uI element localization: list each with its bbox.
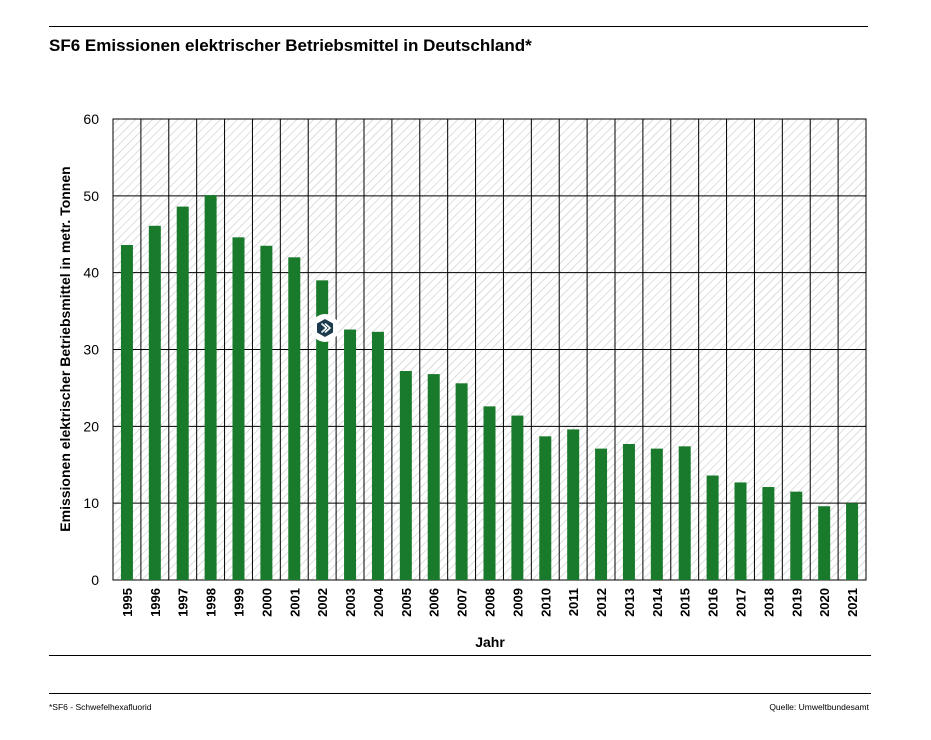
bar — [622, 444, 635, 580]
source-note: Quelle: Umweltbundesamt — [769, 702, 869, 712]
y-tick-label: 30 — [83, 342, 99, 358]
y-tick-label: 40 — [83, 265, 99, 281]
x-tick-label: 2005 — [399, 588, 414, 617]
bar — [288, 257, 301, 580]
bar — [539, 436, 552, 580]
marker-hexagon — [317, 319, 333, 337]
x-tick-label: 2018 — [761, 588, 776, 617]
y-tick-label: 0 — [91, 572, 99, 588]
y-tick-label: 60 — [83, 111, 99, 127]
bar — [846, 503, 859, 580]
bar — [706, 475, 719, 580]
x-tick-label: 2007 — [455, 588, 470, 617]
x-tick-label: 2020 — [817, 588, 832, 617]
x-tick-label: 1995 — [120, 588, 135, 617]
bar — [511, 415, 524, 580]
y-axis-label: Emissionen elektrischer Betriebsmittel i… — [57, 166, 73, 531]
footnote: *SF6 - Schwefelhexafluorid — [49, 702, 152, 712]
x-tick-label: 2013 — [622, 588, 637, 617]
x-tick-label: 2000 — [259, 588, 274, 617]
x-tick-label: 2015 — [678, 588, 693, 617]
y-tick-label: 50 — [83, 188, 99, 204]
x-tick-label: 2001 — [287, 588, 302, 617]
x-tick-label: 2008 — [483, 588, 498, 617]
x-tick-label: 1997 — [176, 588, 191, 617]
x-tick-label: 2017 — [734, 588, 749, 617]
bar — [316, 280, 329, 580]
bar — [678, 446, 691, 580]
bar — [734, 482, 747, 580]
bar — [427, 374, 440, 580]
bar — [371, 331, 384, 580]
x-tick-label: 2011 — [566, 588, 581, 616]
bar — [595, 448, 608, 580]
x-tick-label: 2002 — [315, 588, 330, 617]
x-tick-label: 2016 — [706, 588, 721, 617]
top-rule — [49, 26, 868, 27]
bottom-rule — [49, 693, 871, 694]
x-tick-label: 2012 — [594, 588, 609, 617]
marker-chevrons — [321, 323, 331, 333]
x-tick-label: 2021 — [845, 588, 860, 617]
bar — [818, 506, 831, 580]
y-tick-label: 20 — [83, 418, 99, 434]
bar — [120, 245, 133, 581]
bar — [260, 245, 273, 580]
x-tick-label: 2009 — [510, 588, 525, 617]
bar — [455, 383, 468, 580]
x-tick-label: 1999 — [232, 588, 247, 617]
x-tick-label: 2014 — [650, 587, 665, 617]
bar — [650, 448, 663, 580]
middle-rule — [49, 655, 871, 656]
bar — [344, 329, 357, 580]
y-tick-label: 10 — [83, 495, 99, 511]
x-tick-label: 2019 — [789, 588, 804, 617]
chart-title: SF6 Emissionen elektrischer Betriebsmitt… — [49, 36, 532, 55]
bar — [176, 206, 189, 580]
bar — [762, 487, 775, 580]
bar — [399, 371, 412, 580]
bar — [790, 491, 803, 580]
x-tick-label: 1998 — [204, 588, 219, 617]
x-tick-label: 2006 — [427, 588, 442, 617]
bar-chart: 0 10 20 30 40 50 60 1995 1996 1997 1998 1999 2000 200… — [57, 111, 867, 650]
x-tick-label: 2004 — [371, 587, 386, 617]
x-tick-label: 2010 — [538, 588, 553, 617]
x-axis-label: Jahr — [475, 634, 505, 650]
x-tick-label: 1996 — [148, 588, 163, 617]
bar — [148, 225, 161, 580]
bar — [483, 406, 496, 580]
bar — [204, 195, 217, 580]
x-tick-label: 2003 — [343, 588, 358, 617]
cursor-marker-icon — [311, 314, 339, 342]
bar — [567, 429, 580, 580]
bar — [232, 237, 245, 580]
